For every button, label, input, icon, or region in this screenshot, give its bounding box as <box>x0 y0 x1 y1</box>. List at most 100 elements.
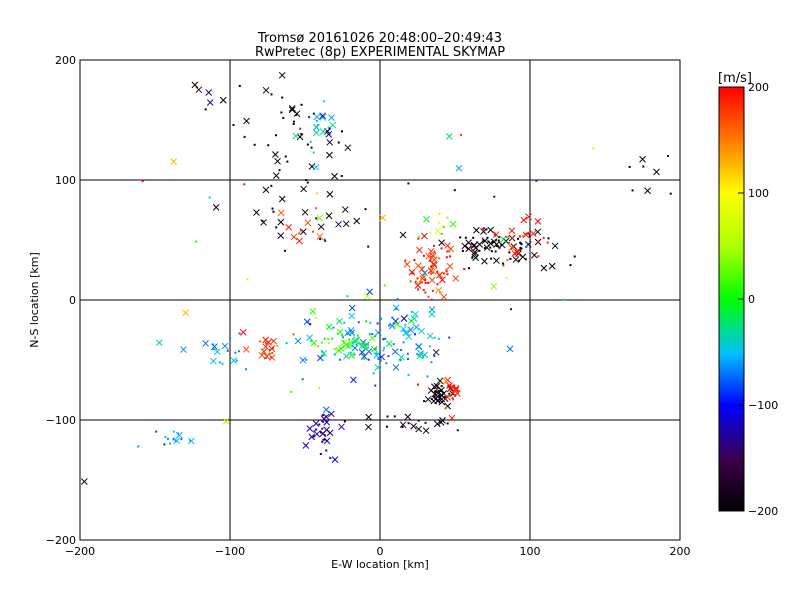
data-points <box>80 71 672 485</box>
colorbar-tick-label: 200 <box>748 81 769 94</box>
data-point-dot <box>322 354 325 357</box>
data-point-cross <box>328 410 335 418</box>
y-tick-label: 0 <box>69 294 76 307</box>
data-point-cross <box>320 350 327 357</box>
data-point-dot <box>510 308 513 311</box>
data-point-dot <box>348 338 351 341</box>
data-point-cross <box>440 293 448 301</box>
data-point-cross <box>434 389 442 397</box>
data-point-dot <box>366 343 369 346</box>
data-point-dot <box>482 227 485 230</box>
data-point-dot <box>417 237 420 240</box>
data-point-cross <box>316 233 324 240</box>
data-point-cross <box>365 413 373 421</box>
data-point-dot <box>356 334 359 337</box>
data-point-cross <box>465 245 472 253</box>
data-point-dot <box>429 345 432 348</box>
data-point-cross <box>262 343 270 351</box>
data-point-dot <box>482 239 485 242</box>
data-point-cross <box>278 71 286 79</box>
data-point-cross <box>481 257 488 265</box>
data-point-dot <box>365 346 368 349</box>
data-point-dot <box>500 243 503 246</box>
data-point-dot <box>264 341 267 344</box>
data-point-dot <box>417 419 420 422</box>
data-point-dot <box>442 272 445 275</box>
data-point-cross <box>341 206 349 213</box>
x-tick-label: 0 <box>377 545 384 558</box>
data-point-cross <box>312 163 320 171</box>
data-point-cross <box>492 231 500 238</box>
data-point-dot <box>470 249 473 252</box>
data-point-cross <box>191 81 199 89</box>
data-point-cross <box>379 214 387 222</box>
data-point-dot <box>414 280 417 283</box>
data-point-dot <box>318 423 321 426</box>
data-point-dot <box>419 280 422 283</box>
data-point-dot <box>511 236 514 239</box>
data-point-dot <box>519 246 522 249</box>
data-point-dot <box>537 255 540 258</box>
data-point-dot <box>374 335 377 338</box>
data-point-dot <box>253 143 256 146</box>
data-point-dot <box>351 341 354 344</box>
data-point-cross <box>404 413 412 421</box>
data-point-dot <box>232 124 235 127</box>
data-point-dot <box>331 337 334 340</box>
data-point-dot <box>423 400 426 403</box>
data-point-cross <box>319 430 327 437</box>
data-point-cross <box>413 323 420 331</box>
data-point-cross <box>173 437 181 444</box>
data-point-dot <box>329 456 332 459</box>
data-point-cross <box>529 230 537 237</box>
data-point-dot <box>524 233 527 236</box>
data-point-cross <box>326 190 334 198</box>
data-point-dot <box>520 243 523 246</box>
data-point-dot <box>406 314 409 317</box>
data-point-cross <box>428 310 436 318</box>
data-point-dot <box>315 207 318 210</box>
data-point-cross <box>306 334 313 342</box>
data-point-cross <box>294 337 302 345</box>
data-point-cross <box>175 431 183 439</box>
data-point-cross <box>519 253 527 261</box>
data-point-cross <box>429 252 437 260</box>
data-point-cross <box>471 250 478 258</box>
y-tick-label: 100 <box>55 174 76 187</box>
data-point-dot <box>137 445 140 448</box>
data-point-dot <box>218 361 221 364</box>
data-point-dot <box>498 246 501 249</box>
data-point-dot <box>367 358 370 361</box>
data-point-dot <box>327 342 330 345</box>
data-point-cross <box>508 227 516 235</box>
data-point-dot <box>592 147 595 150</box>
data-point-cross <box>455 164 463 172</box>
data-point-dot <box>410 310 413 313</box>
data-point-cross <box>421 269 429 277</box>
data-point-cross <box>508 244 516 251</box>
data-point-dot <box>439 395 442 398</box>
data-point-cross <box>366 288 374 296</box>
data-point-dot <box>489 246 492 249</box>
data-point-cross <box>365 423 372 431</box>
data-point-dot <box>383 346 386 349</box>
data-point-dot <box>400 348 403 351</box>
data-point-dot <box>379 359 382 362</box>
data-point-dot <box>367 245 370 248</box>
data-point-dot <box>333 348 336 351</box>
data-point-cross <box>351 337 359 345</box>
data-point-dot <box>312 230 315 233</box>
data-point-dot <box>438 212 441 215</box>
data-point-dot <box>573 255 576 258</box>
y-tick-label: 200 <box>55 54 76 67</box>
data-point-dot <box>547 237 550 240</box>
data-point-dot <box>195 240 198 243</box>
data-point-cross <box>278 195 286 203</box>
data-point-dot <box>285 342 288 345</box>
data-point-dot <box>404 259 407 262</box>
data-point-cross <box>438 239 445 247</box>
data-point-cross <box>442 378 450 385</box>
data-point-cross <box>534 217 542 225</box>
data-point-cross <box>417 350 425 357</box>
data-point-dot <box>452 398 455 401</box>
